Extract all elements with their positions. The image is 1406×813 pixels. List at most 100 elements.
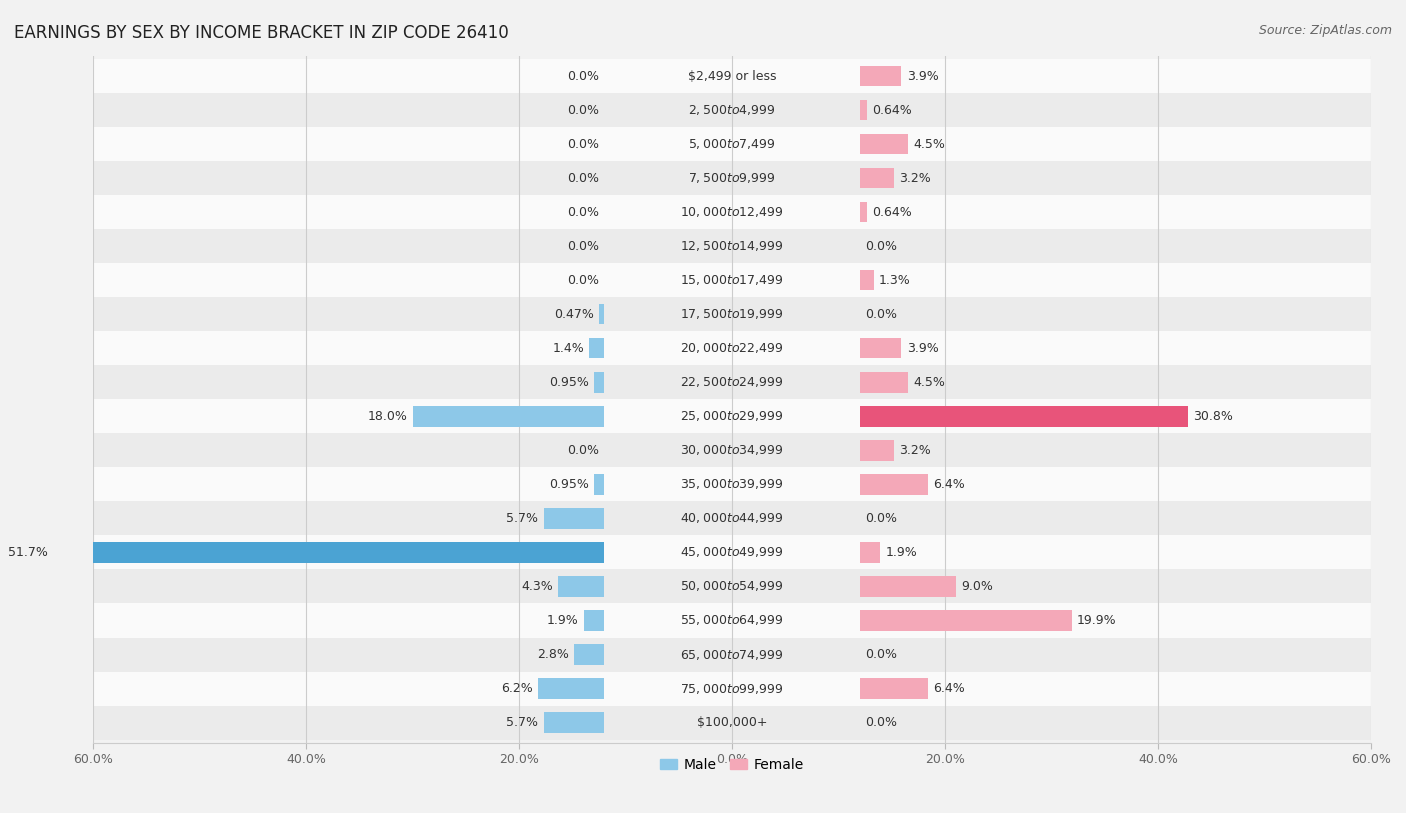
Text: 30.8%: 30.8%: [1194, 410, 1233, 423]
Bar: [860, 100, 866, 120]
Bar: [93, 536, 1371, 569]
Text: 1.3%: 1.3%: [879, 274, 911, 287]
Text: 0.0%: 0.0%: [567, 70, 599, 83]
Text: $55,000 to $64,999: $55,000 to $64,999: [681, 614, 783, 628]
Bar: [860, 474, 928, 494]
Text: Source: ZipAtlas.com: Source: ZipAtlas.com: [1258, 24, 1392, 37]
Text: $75,000 to $99,999: $75,000 to $99,999: [681, 681, 783, 696]
Bar: [860, 440, 894, 461]
Bar: [860, 168, 894, 189]
Bar: [93, 467, 1371, 502]
Bar: [93, 331, 1371, 365]
Text: 0.64%: 0.64%: [872, 103, 911, 116]
Bar: [93, 603, 1371, 637]
Bar: [860, 66, 901, 86]
Bar: [860, 202, 866, 223]
Bar: [93, 672, 1371, 706]
Text: 1.9%: 1.9%: [886, 546, 917, 559]
Text: $2,500 to $4,999: $2,500 to $4,999: [689, 103, 776, 117]
Bar: [860, 338, 901, 359]
Bar: [93, 59, 1371, 93]
Text: 3.2%: 3.2%: [900, 444, 931, 457]
Text: $15,000 to $17,499: $15,000 to $17,499: [681, 273, 783, 287]
Text: 6.2%: 6.2%: [501, 682, 533, 695]
Bar: [538, 678, 605, 698]
Text: 2.8%: 2.8%: [537, 648, 569, 661]
Text: $2,499 or less: $2,499 or less: [688, 70, 776, 83]
Text: $22,500 to $24,999: $22,500 to $24,999: [681, 376, 783, 389]
Text: 0.47%: 0.47%: [554, 308, 593, 321]
Text: 4.5%: 4.5%: [912, 137, 945, 150]
Bar: [860, 270, 873, 290]
Bar: [599, 304, 605, 324]
Text: $25,000 to $29,999: $25,000 to $29,999: [681, 409, 783, 424]
Bar: [544, 712, 605, 733]
Text: 5.7%: 5.7%: [506, 716, 538, 729]
Text: 0.64%: 0.64%: [872, 206, 911, 219]
Bar: [860, 611, 1071, 631]
Text: 0.0%: 0.0%: [865, 240, 897, 253]
Text: 6.4%: 6.4%: [934, 478, 965, 491]
Text: 0.0%: 0.0%: [567, 240, 599, 253]
Bar: [412, 406, 605, 427]
Text: 0.0%: 0.0%: [567, 137, 599, 150]
Text: 3.9%: 3.9%: [907, 341, 938, 354]
Text: 0.0%: 0.0%: [567, 444, 599, 457]
Text: 1.4%: 1.4%: [553, 341, 583, 354]
Text: $65,000 to $74,999: $65,000 to $74,999: [681, 647, 783, 662]
Text: 0.0%: 0.0%: [865, 648, 897, 661]
Text: 5.7%: 5.7%: [506, 512, 538, 525]
Text: $45,000 to $49,999: $45,000 to $49,999: [681, 546, 783, 559]
Bar: [93, 502, 1371, 536]
Bar: [860, 406, 1188, 427]
Text: 0.0%: 0.0%: [567, 103, 599, 116]
Text: $100,000+: $100,000+: [697, 716, 768, 729]
Text: 18.0%: 18.0%: [367, 410, 408, 423]
Bar: [860, 134, 908, 154]
Legend: Male, Female: Male, Female: [654, 752, 810, 777]
Text: $12,500 to $14,999: $12,500 to $14,999: [681, 239, 783, 253]
Bar: [93, 569, 1371, 603]
Bar: [583, 611, 605, 631]
Text: 1.9%: 1.9%: [547, 614, 579, 627]
Text: $20,000 to $22,499: $20,000 to $22,499: [681, 341, 783, 355]
Bar: [589, 338, 605, 359]
Text: 0.0%: 0.0%: [865, 716, 897, 729]
Text: 3.9%: 3.9%: [907, 70, 938, 83]
Text: $10,000 to $12,499: $10,000 to $12,499: [681, 205, 783, 220]
Bar: [93, 298, 1371, 331]
Bar: [93, 93, 1371, 127]
Text: 0.0%: 0.0%: [567, 172, 599, 185]
Bar: [544, 508, 605, 528]
Bar: [93, 161, 1371, 195]
Bar: [93, 637, 1371, 672]
Text: 0.0%: 0.0%: [567, 206, 599, 219]
Text: $7,500 to $9,999: $7,500 to $9,999: [689, 172, 776, 185]
Text: 4.3%: 4.3%: [522, 580, 553, 593]
Text: 51.7%: 51.7%: [8, 546, 48, 559]
Bar: [860, 678, 928, 698]
Bar: [93, 195, 1371, 229]
Bar: [860, 542, 880, 563]
Text: 0.0%: 0.0%: [865, 308, 897, 321]
Text: 19.9%: 19.9%: [1077, 614, 1116, 627]
Bar: [558, 576, 605, 597]
Bar: [93, 365, 1371, 399]
Text: 4.5%: 4.5%: [912, 376, 945, 389]
Text: $5,000 to $7,499: $5,000 to $7,499: [689, 137, 776, 151]
Text: $35,000 to $39,999: $35,000 to $39,999: [681, 477, 783, 491]
Bar: [93, 399, 1371, 433]
Bar: [93, 127, 1371, 161]
Bar: [93, 263, 1371, 298]
Text: 0.95%: 0.95%: [548, 478, 589, 491]
Bar: [860, 372, 908, 393]
Bar: [93, 706, 1371, 740]
Text: 0.0%: 0.0%: [567, 274, 599, 287]
Bar: [860, 576, 956, 597]
Text: 0.95%: 0.95%: [548, 376, 589, 389]
Text: $30,000 to $34,999: $30,000 to $34,999: [681, 443, 783, 458]
Text: EARNINGS BY SEX BY INCOME BRACKET IN ZIP CODE 26410: EARNINGS BY SEX BY INCOME BRACKET IN ZIP…: [14, 24, 509, 42]
Bar: [53, 542, 605, 563]
Bar: [595, 474, 605, 494]
Text: 9.0%: 9.0%: [962, 580, 993, 593]
